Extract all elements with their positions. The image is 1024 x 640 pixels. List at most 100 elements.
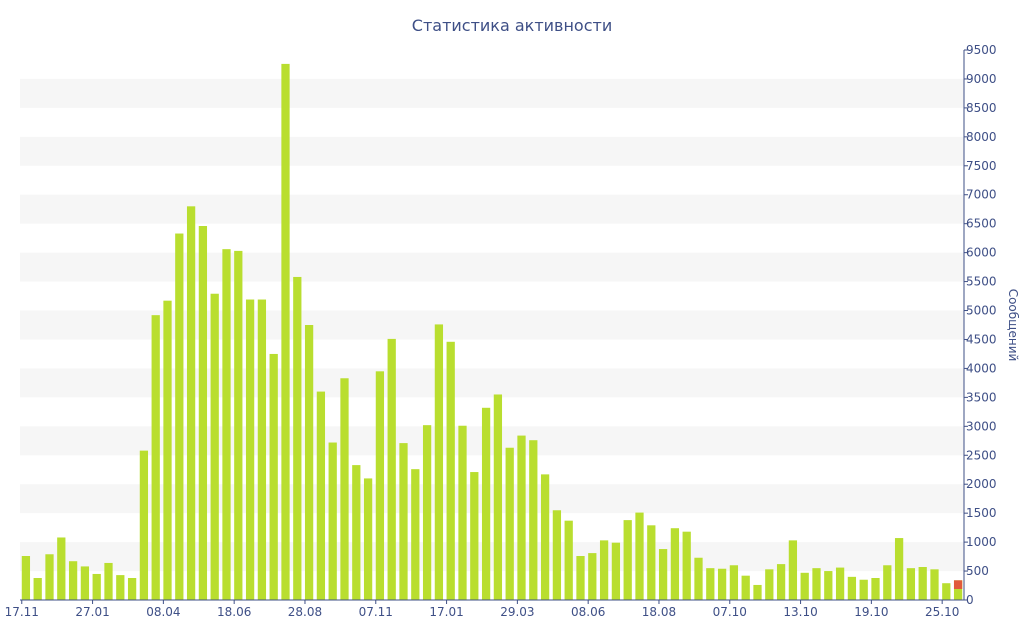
grid-band xyxy=(20,194,964,224)
grid-band xyxy=(20,136,964,166)
bar xyxy=(670,528,680,600)
bars xyxy=(21,63,963,601)
y-tick-label: 9000 xyxy=(966,72,997,86)
bar xyxy=(458,425,467,600)
x-tick-label: 17.01 xyxy=(429,605,463,619)
bar xyxy=(776,564,786,600)
bar xyxy=(293,276,302,600)
x-tick-label: 18.06 xyxy=(217,605,251,619)
y-tick-label: 8000 xyxy=(966,130,997,144)
x-tick-label: 13.10 xyxy=(783,605,817,619)
grid-band xyxy=(20,484,964,514)
bar-highlight xyxy=(953,580,963,589)
y-tick-label: 7500 xyxy=(966,159,997,173)
x-tick-label: 25.10 xyxy=(925,605,959,619)
y-tick-label: 5000 xyxy=(966,304,997,318)
bar xyxy=(658,549,668,600)
bar xyxy=(328,442,337,600)
bar xyxy=(151,315,160,600)
bar xyxy=(741,575,750,600)
bar xyxy=(387,338,396,600)
x-tick-label: 19.10 xyxy=(854,605,888,619)
bar xyxy=(45,554,54,600)
bar xyxy=(446,341,455,600)
x-tick-label: 07.10 xyxy=(713,605,747,619)
y-tick-label: 4000 xyxy=(966,361,997,375)
bar xyxy=(163,300,172,600)
x-tick-label: 07.11 xyxy=(359,605,393,619)
bar xyxy=(623,520,632,600)
bar xyxy=(257,299,267,600)
y-tick-label: 4500 xyxy=(966,332,997,346)
bar xyxy=(399,443,408,600)
bar xyxy=(517,435,526,600)
bar xyxy=(894,538,904,600)
bar xyxy=(576,556,585,600)
bar xyxy=(953,580,963,600)
y-tick-label: 6000 xyxy=(966,246,997,260)
bar xyxy=(127,578,137,600)
grid-band xyxy=(20,368,964,398)
bar xyxy=(599,540,609,600)
bar xyxy=(647,525,656,600)
y-tick-label: 5500 xyxy=(966,275,997,289)
bar xyxy=(269,353,278,600)
bar xyxy=(930,569,939,600)
bar xyxy=(859,579,868,600)
bar xyxy=(245,299,255,600)
bar xyxy=(765,569,774,600)
bar xyxy=(753,584,762,600)
x-tick-label: 29.03 xyxy=(500,605,534,619)
chart-title: Статистика активности xyxy=(412,16,612,35)
x-tick-label: 18.08 xyxy=(642,605,676,619)
x-tick-label: 28.08 xyxy=(288,605,322,619)
bar xyxy=(116,575,125,600)
y-tick-label: 1000 xyxy=(966,535,997,549)
bar xyxy=(883,565,892,600)
y-tick-label: 8500 xyxy=(966,101,997,115)
bar xyxy=(871,578,880,600)
bar xyxy=(80,566,90,600)
y-tick-label: 500 xyxy=(966,564,989,578)
bar xyxy=(505,447,514,600)
bar xyxy=(588,553,597,600)
bar xyxy=(186,206,196,600)
bar xyxy=(717,568,727,600)
bar xyxy=(694,557,703,600)
bar xyxy=(411,469,420,600)
grid-band xyxy=(20,252,964,282)
bar xyxy=(352,465,361,600)
bar xyxy=(281,63,290,601)
bar xyxy=(540,474,550,600)
y-tick-label: 0 xyxy=(966,593,974,607)
bar xyxy=(682,531,691,600)
bar xyxy=(21,556,31,600)
bar xyxy=(33,578,42,600)
bar xyxy=(57,537,66,600)
bar xyxy=(422,425,432,600)
bar xyxy=(552,510,562,600)
y-tick-label: 6500 xyxy=(966,217,997,231)
x-axis-ticks: 17.11 27.01 08.04 18.06 28.08 07.11 17.01 29.03… xyxy=(5,600,959,619)
y-axis-label: Сообщений xyxy=(1006,289,1020,362)
y-tick-label: 7000 xyxy=(966,188,997,202)
bar xyxy=(800,572,809,600)
bar xyxy=(835,567,845,600)
grid-band xyxy=(20,78,964,108)
bar xyxy=(316,391,326,600)
x-tick-label: 27.01 xyxy=(75,605,109,619)
grid-band xyxy=(20,310,964,340)
bar xyxy=(942,583,951,600)
bar xyxy=(847,576,857,600)
y-tick-label: 2000 xyxy=(966,477,997,491)
bar xyxy=(434,324,444,600)
bar xyxy=(611,542,621,600)
bar xyxy=(363,478,373,600)
y-tick-label: 3500 xyxy=(966,390,997,404)
bar xyxy=(175,233,184,601)
grid-band xyxy=(20,426,964,456)
bar xyxy=(68,561,78,600)
bar xyxy=(92,573,101,600)
